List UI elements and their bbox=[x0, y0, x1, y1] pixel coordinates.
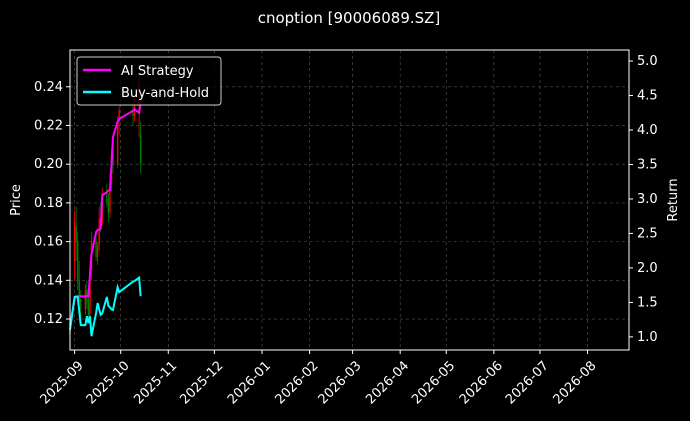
x-tick-label: 2026-07 bbox=[503, 358, 552, 407]
x-tick-label: 2025-09 bbox=[38, 358, 87, 407]
candle-body bbox=[87, 303, 90, 316]
y2-tick-label: 1.5 bbox=[637, 295, 658, 310]
candle-body bbox=[89, 270, 91, 316]
x-tick-label: 2026-05 bbox=[409, 358, 458, 407]
y2-tick-label: 4.0 bbox=[637, 123, 658, 138]
y-axis-label: Price bbox=[9, 184, 24, 216]
y2-tick-label: 2.0 bbox=[637, 261, 658, 276]
x-tick-label: 2026-06 bbox=[457, 358, 506, 407]
x-tick-label: 2025-11 bbox=[131, 358, 180, 407]
y2-axis-label: Return bbox=[666, 178, 681, 221]
candle-body bbox=[95, 241, 97, 258]
candle-body bbox=[116, 121, 119, 165]
candle-body bbox=[75, 226, 77, 242]
x-tick-label: 2026-04 bbox=[363, 358, 412, 407]
y-tick-label: 0.12 bbox=[34, 312, 63, 327]
candle-body bbox=[78, 280, 80, 300]
y-tick-label: 0.18 bbox=[34, 196, 63, 211]
x-tick-label: 2026-01 bbox=[225, 358, 274, 407]
legend-label: AI Strategy bbox=[121, 64, 194, 79]
y-tick-label: 0.22 bbox=[34, 118, 63, 133]
legend-box bbox=[76, 56, 222, 106]
x-tick-label: 2025-12 bbox=[177, 358, 226, 407]
y-tick-label: 0.14 bbox=[34, 273, 63, 288]
line-series bbox=[69, 102, 142, 326]
candle-body bbox=[106, 193, 108, 203]
candle-body bbox=[133, 106, 136, 116]
x-tick-label: 2026-02 bbox=[273, 358, 322, 407]
y2-tick-label: 1.0 bbox=[637, 330, 658, 345]
legend-label: Buy-and-Hold bbox=[121, 86, 209, 101]
y2-tick-label: 5.0 bbox=[637, 54, 658, 69]
y2-tick-label: 3.5 bbox=[637, 157, 658, 172]
plot-frame bbox=[69, 49, 630, 351]
candle-body bbox=[80, 299, 82, 310]
candle-body bbox=[98, 218, 100, 246]
candle-body bbox=[132, 110, 134, 116]
x-tick-label: 2026-03 bbox=[316, 358, 365, 407]
candle-body bbox=[139, 135, 142, 165]
candle-body bbox=[118, 110, 120, 122]
candle-body bbox=[73, 222, 76, 261]
candle-body bbox=[84, 290, 87, 310]
y2-tick-label: 2.5 bbox=[637, 226, 658, 241]
candle-body bbox=[96, 245, 99, 258]
candle-body bbox=[109, 183, 111, 213]
y-tick-label: 0.24 bbox=[34, 80, 63, 95]
candle-body bbox=[107, 202, 110, 213]
x-tick-label: 2025-10 bbox=[84, 358, 133, 407]
candle-body bbox=[112, 154, 114, 165]
line-series bbox=[69, 275, 142, 337]
y-tick-label: 0.16 bbox=[34, 235, 63, 250]
chart-title: cnoption [90006089.SZ] bbox=[258, 9, 441, 27]
candle-body bbox=[76, 241, 79, 281]
x-tick-label: 2026-08 bbox=[551, 358, 600, 407]
y2-tick-label: 4.5 bbox=[637, 89, 658, 104]
y-tick-label: 0.20 bbox=[34, 157, 63, 172]
y2-tick-label: 3.0 bbox=[637, 192, 658, 207]
